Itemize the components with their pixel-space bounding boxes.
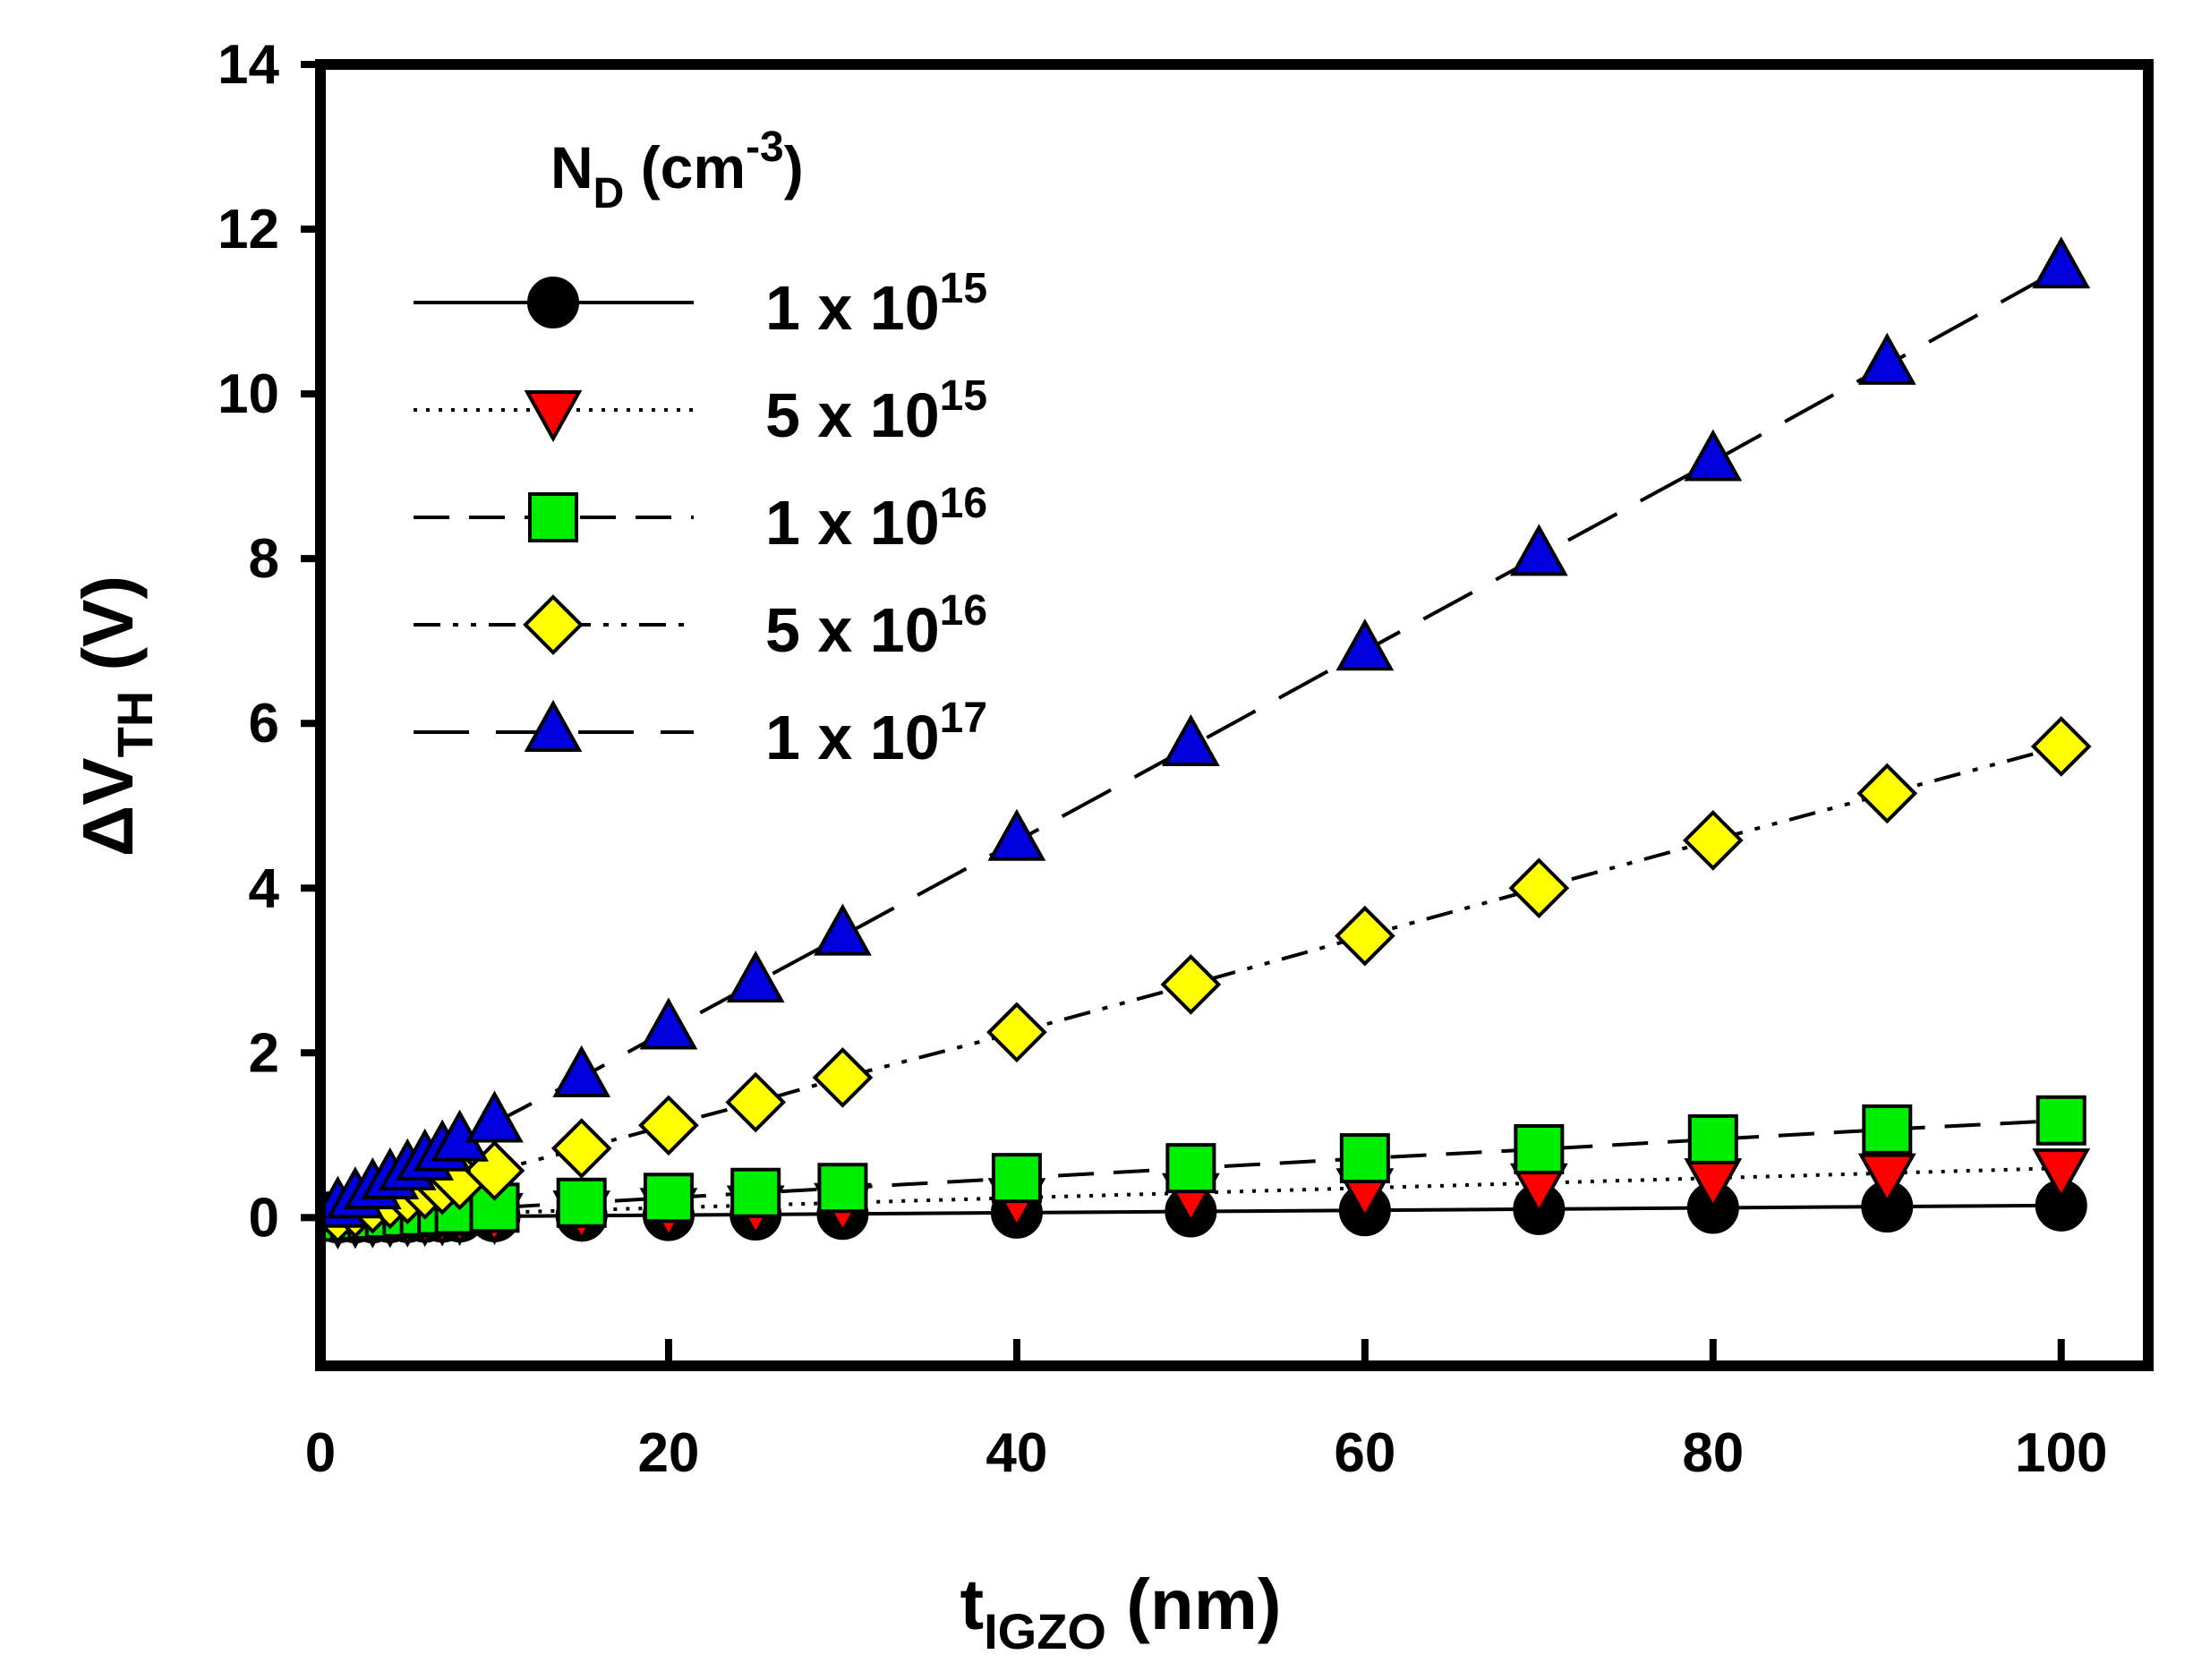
series-line: [337, 745, 2062, 1215]
x-axis-title-unit: (nm): [1126, 1565, 1281, 1644]
data-point: [1862, 1104, 1913, 1155]
data-point: [1509, 524, 1568, 576]
data-point: [986, 1002, 1047, 1063]
data-point: [643, 1173, 694, 1224]
legend-label: 1 x 1015: [765, 265, 987, 343]
legend-entry: 1 x 1017: [414, 695, 987, 772]
legend-title-sub: D: [593, 170, 625, 217]
data-point: [2032, 236, 2091, 289]
legend-entry: 1 x 1015: [414, 265, 987, 343]
y-tick-label: 10: [218, 363, 279, 425]
plot-frame: [315, 59, 2154, 1371]
data-point: [1335, 905, 1395, 967]
y-tick-label: 4: [249, 857, 280, 919]
y-axis-title-main: ΔV: [68, 757, 148, 857]
x-axis-title-main: t: [960, 1565, 984, 1644]
data-point: [812, 1047, 874, 1108]
legend-label: 5 x 1016: [765, 587, 987, 665]
x-tick-label: 80: [1682, 1422, 1744, 1484]
legend-entry: 1 x 1016: [414, 480, 987, 558]
legend: ND (cm-3) 1 x 1015 5 x 1015 1 x 1016 5 x 10…: [414, 124, 987, 772]
data-point: [1161, 713, 1220, 766]
data-point: [638, 1095, 699, 1156]
data-point: [1160, 954, 1222, 1015]
legend-marker: [523, 594, 584, 655]
data-point: [1857, 332, 1916, 385]
y-axis-title: ΔVTH (V): [68, 576, 163, 857]
x-tick-label: 20: [637, 1422, 699, 1484]
data-point: [550, 1118, 612, 1179]
legend-entry: 5 x 1016: [414, 587, 987, 665]
data-point: [1339, 1133, 1390, 1184]
data-point: [725, 1071, 787, 1133]
y-tick-label: 8: [249, 528, 279, 590]
data-point: [1856, 763, 1918, 824]
y-axis: 0 2 4 6 8 10 12 14: [218, 34, 320, 1249]
data-point: [1682, 810, 1744, 871]
y-axis-title-sub: TH: [107, 691, 163, 758]
y-tick-label: 14: [218, 34, 279, 96]
series-layer: [320, 236, 2092, 1249]
data-point: [1684, 429, 1743, 482]
data-point: [639, 997, 698, 1050]
legend-marker: [528, 492, 578, 542]
data-point: [1687, 1113, 1738, 1164]
legend-entry: 5 x 1015: [414, 372, 987, 450]
x-tick-label: 60: [1334, 1422, 1395, 1484]
legend-label: 1 x 1016: [765, 480, 987, 558]
series-line: [337, 1118, 2061, 1219]
legend-marker: [524, 390, 583, 443]
x-tick-label: 100: [2015, 1422, 2107, 1484]
data-point: [2035, 1095, 2086, 1146]
legend-title-unit-pre: (cm: [641, 134, 746, 200]
x-tick-label: 40: [986, 1422, 1047, 1484]
legend-marker: [527, 277, 579, 328]
data-point: [1514, 1123, 1565, 1174]
legend-title-unit-post: ): [784, 134, 804, 200]
data-point: [817, 1163, 868, 1214]
data-point: [814, 903, 872, 956]
data-point: [556, 1177, 607, 1228]
data-point: [1508, 857, 1570, 919]
data-point: [991, 1153, 1042, 1204]
y-axis-title-unit: (V): [68, 576, 148, 671]
y-tick-label: 0: [249, 1187, 279, 1249]
data-point: [465, 1090, 524, 1143]
legend-label: 5 x 1015: [765, 372, 987, 450]
legend-marker: [524, 699, 583, 752]
data-point: [2030, 716, 2092, 777]
data-point: [730, 1167, 781, 1218]
x-axis: 0 20 40 60 80 100: [305, 1339, 2107, 1484]
data-point: [726, 950, 785, 1003]
x-axis-title: tIGZO (nm): [960, 1565, 1281, 1659]
series-5: [320, 236, 2091, 1228]
data-point: [987, 808, 1046, 861]
data-point: [552, 1045, 611, 1097]
data-point: [1857, 1153, 1916, 1206]
data-point: [1335, 618, 1395, 671]
y-tick-label: 12: [218, 199, 279, 260]
legend-title: ND (cm-3): [550, 124, 804, 217]
data-point: [2032, 1148, 2091, 1201]
y-tick-label: 2: [249, 1022, 279, 1084]
legend-title-main: N: [550, 134, 593, 200]
legend-label: 1 x 1017: [765, 695, 987, 772]
series-line: [337, 267, 2062, 1210]
legend-title-exp: -3: [746, 124, 784, 171]
data-point: [1165, 1143, 1216, 1194]
x-tick-label: 0: [305, 1422, 336, 1484]
x-axis-title-sub: IGZO: [984, 1603, 1106, 1659]
y-tick-label: 6: [249, 693, 279, 755]
